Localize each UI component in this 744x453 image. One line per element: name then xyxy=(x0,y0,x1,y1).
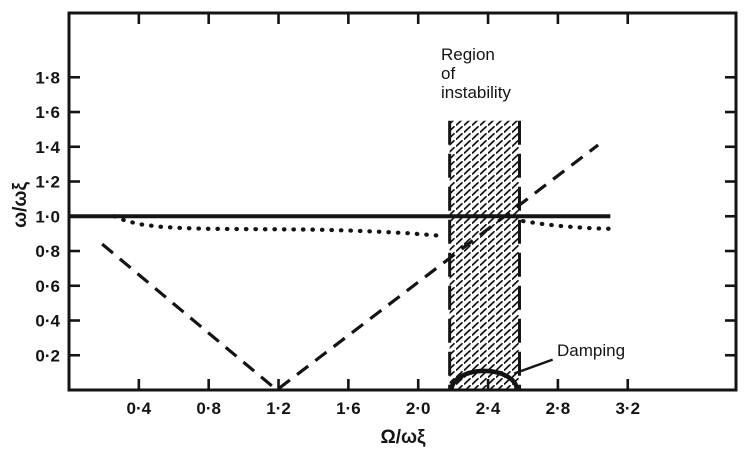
y-tick-label: 1·6 xyxy=(35,103,60,122)
instability-region-band xyxy=(449,120,520,390)
x-tick-label: 1·6 xyxy=(336,399,361,418)
y-tick-label: 0·6 xyxy=(35,277,60,296)
y-tick-label: 1·4 xyxy=(35,138,60,157)
x-tick-label: 2·4 xyxy=(476,399,501,418)
y-tick-label: 0·4 xyxy=(35,312,60,331)
y-tick-label: 1·2 xyxy=(35,173,60,192)
damping-label: Damping xyxy=(557,341,626,360)
x-axis-title: Ω/ωξ xyxy=(380,427,426,448)
damping-leader-line xyxy=(513,358,554,375)
region-of-instability-label: Region of instability xyxy=(441,45,511,102)
series-frequency-dotted-curve-right xyxy=(520,219,613,231)
y-tick-label: 1·8 xyxy=(35,68,60,87)
x-tick-label: 2·0 xyxy=(406,399,431,418)
y-tick-label: 1·0 xyxy=(35,207,60,226)
series-frequency-dotted-curve-left xyxy=(112,214,447,239)
y-axis-title: ω/ωξ xyxy=(10,182,31,228)
x-tick-label: 2·8 xyxy=(546,399,571,418)
x-tick-label: 1·2 xyxy=(266,399,291,418)
x-tick-label: 0·4 xyxy=(127,399,152,418)
y-tick-label: 0·8 xyxy=(35,242,60,261)
series-excitation-dashed-line xyxy=(101,143,600,393)
plot-frame xyxy=(67,11,738,392)
x-axis-ticks xyxy=(137,14,630,389)
x-tick-label: 3·2 xyxy=(615,399,640,418)
damping-curve xyxy=(449,368,520,391)
x-tick-label: 0·8 xyxy=(196,399,221,418)
y-tick-label: 0·2 xyxy=(35,346,60,365)
